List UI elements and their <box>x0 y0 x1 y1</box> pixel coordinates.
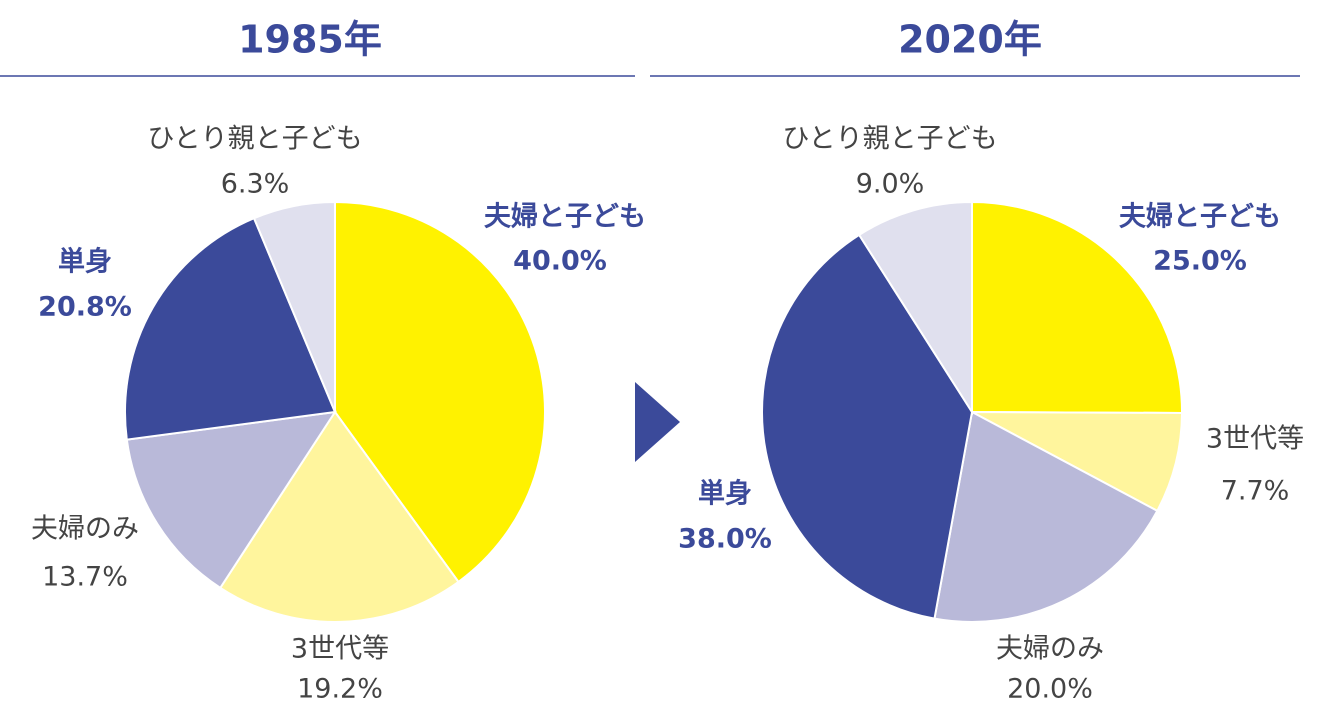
slice-value-label: 20.0% <box>1007 674 1093 705</box>
slice-value-label: 13.7% <box>42 562 128 593</box>
slice-label: 夫婦のみ <box>31 514 139 545</box>
pie-slice <box>857 200 973 416</box>
chart-title: 2020年 <box>898 18 1042 62</box>
pie-slice <box>334 200 546 584</box>
slice-value-label: 38.0% <box>678 524 772 555</box>
slice-label: 夫婦と子ども <box>1119 202 1281 233</box>
pie-slice <box>933 410 1159 623</box>
pie-slice <box>125 410 338 590</box>
pie-slice <box>252 200 336 413</box>
pie-slice <box>124 216 337 441</box>
slice-label: 3世代等 <box>291 634 389 665</box>
slice-value-label: 9.0% <box>856 169 925 200</box>
slice-value-label: 19.2% <box>297 674 383 705</box>
arrow <box>635 382 680 462</box>
pie-slice <box>218 410 460 623</box>
slice-label: 3世代等 <box>1206 424 1304 455</box>
slice-value-label: 20.8% <box>38 292 132 323</box>
slice-label: 夫婦のみ <box>996 634 1104 665</box>
slice-label: ひとり親と子ども <box>147 124 362 155</box>
slice-value-label: 25.0% <box>1153 246 1247 277</box>
slice-label: 単身 <box>698 478 752 510</box>
chart-title: 1985年 <box>238 18 382 62</box>
slice-value-label: 40.0% <box>513 246 607 277</box>
slice-label: 夫婦と子ども <box>484 202 646 233</box>
pie-slice <box>971 411 1184 513</box>
slice-value-label: 6.3% <box>221 169 290 200</box>
slice-value-label: 7.7% <box>1221 476 1290 507</box>
slice-label: 単身 <box>58 246 112 278</box>
slice-label: ひとり親と子ども <box>782 124 997 155</box>
pie-slice <box>971 200 1184 414</box>
